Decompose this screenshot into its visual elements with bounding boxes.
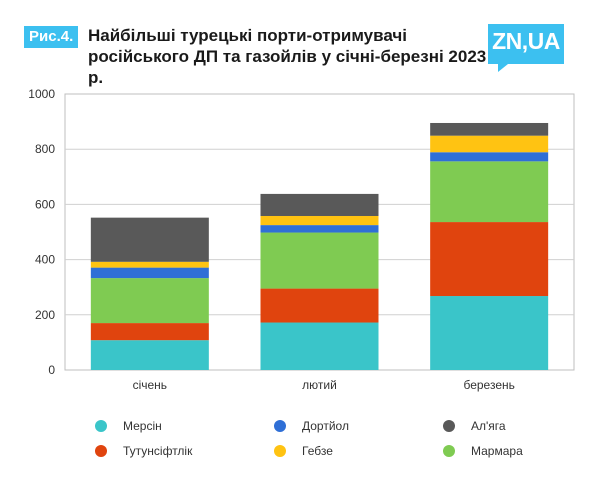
bar-segment — [90, 217, 209, 262]
y-tick-label: 800 — [35, 142, 55, 156]
header: Рис.4. Найбільші турецькі порти-отримува… — [24, 24, 584, 87]
bar-segment — [260, 225, 379, 233]
bar-segment — [260, 322, 379, 370]
bar-segment — [90, 278, 209, 324]
bar-segment — [430, 296, 549, 370]
bar-segment — [90, 340, 209, 370]
bar-segment — [90, 261, 209, 268]
bar-segment — [430, 135, 549, 153]
bar-segment — [260, 215, 379, 226]
bar-segment — [260, 193, 379, 216]
y-tick-label: 200 — [35, 308, 55, 322]
bar-segment — [430, 152, 549, 162]
bar-segment — [430, 161, 549, 223]
x-tick-label: березень — [463, 378, 514, 392]
bar-segment — [430, 122, 549, 136]
bar-segment — [90, 267, 209, 279]
y-tick-label: 1000 — [28, 87, 55, 101]
bar-segment — [260, 232, 379, 289]
bar-segment — [260, 288, 379, 323]
chart-title: Найбільші турецькі порти-отримувачі росі… — [88, 26, 487, 87]
x-tick-label: січень — [133, 378, 167, 392]
bar-segment — [430, 222, 549, 297]
zn-ua-logo: ZN,UA — [488, 24, 564, 72]
x-tick-label: лютий — [302, 378, 337, 392]
y-tick-label: 600 — [35, 197, 55, 211]
y-tick-label: 0 — [48, 363, 55, 377]
bar-segment — [90, 323, 209, 341]
figure-badge: Рис.4. — [24, 26, 79, 48]
y-tick-label: 400 — [35, 253, 55, 267]
